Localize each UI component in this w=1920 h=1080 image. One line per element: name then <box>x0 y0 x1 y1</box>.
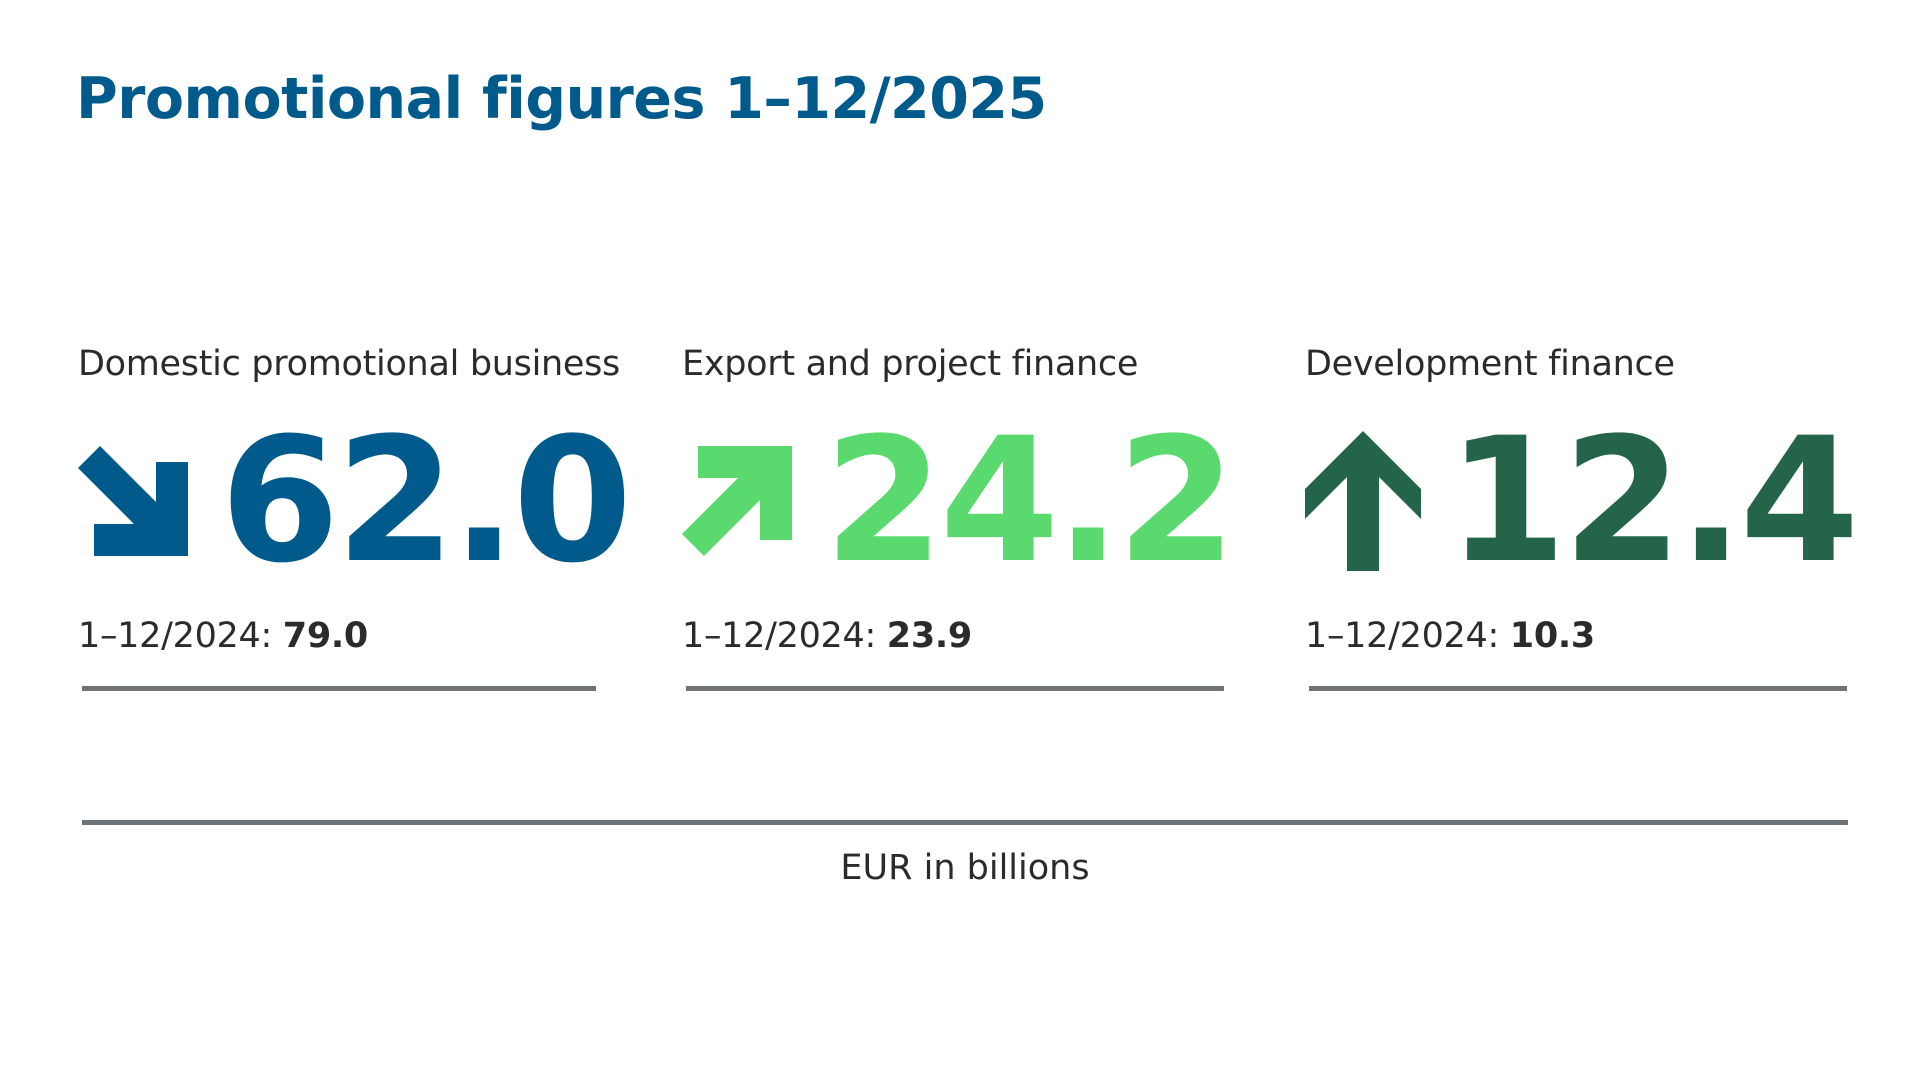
divider <box>686 686 1224 691</box>
previous-period: 1–12/2024: 79.0 <box>78 612 368 660</box>
previous-period-label: 1–12/2024: <box>78 616 272 656</box>
previous-period-value: 23.9 <box>886 616 972 656</box>
previous-period-label: 1–12/2024: <box>682 616 876 656</box>
kpi-value: 12.4 <box>1447 400 1859 601</box>
kpi-label: Export and project finance <box>682 344 1139 384</box>
kpi-value: 24.2 <box>824 400 1236 601</box>
page-title: Promotional figures 1–12/2025 <box>76 66 1047 132</box>
previous-period-label: 1–12/2024: <box>1305 616 1499 656</box>
kpi-export-and-project-finance: Export and project finance 24.2 1–12/202… <box>682 340 1236 700</box>
unit-note: EUR in billions <box>840 848 1090 888</box>
divider <box>82 686 596 691</box>
arrow-up-right-icon <box>682 426 800 576</box>
bottom-divider <box>82 820 1848 825</box>
previous-period-value: 10.3 <box>1509 616 1595 656</box>
kpi-value-row: 12.4 <box>1305 400 1859 601</box>
divider <box>1309 686 1847 691</box>
kpi-label: Development finance <box>1305 344 1675 384</box>
kpi-label: Domestic promotional business <box>78 344 620 384</box>
arrow-down-right-icon <box>78 426 196 576</box>
previous-period: 1–12/2024: 23.9 <box>682 612 972 660</box>
arrow-up-icon <box>1305 426 1423 576</box>
previous-period-value: 79.0 <box>282 616 368 656</box>
kpi-value-row: 62.0 <box>78 400 632 601</box>
kpi-value-row: 24.2 <box>682 400 1236 601</box>
kpi-domestic-promotional-business: Domestic promotional business 62.0 1–12/… <box>78 340 632 700</box>
previous-period: 1–12/2024: 10.3 <box>1305 612 1595 660</box>
kpi-value: 62.0 <box>220 400 632 601</box>
kpi-development-finance: Development finance 12.4 1–12/2024: 10.3 <box>1305 340 1859 700</box>
